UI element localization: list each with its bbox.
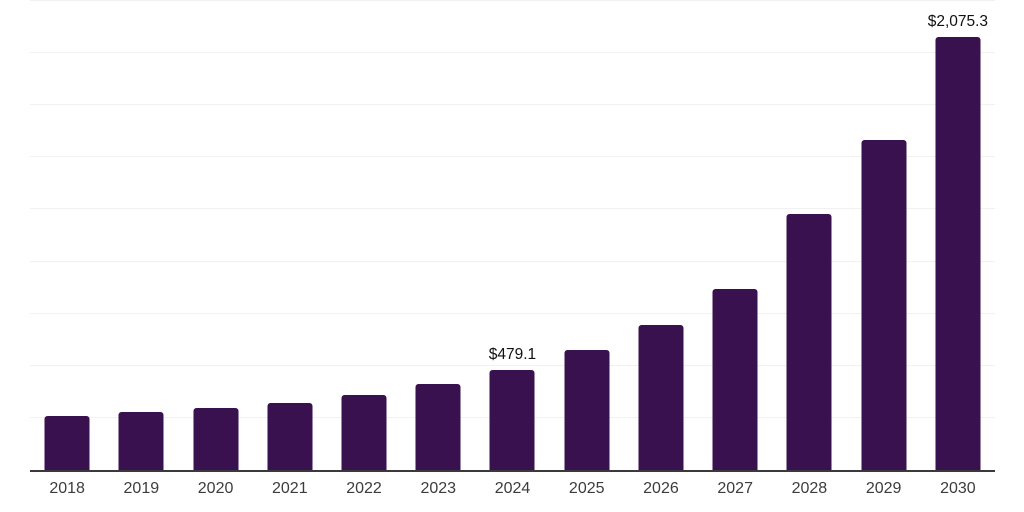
bar-group-2021 [253, 0, 327, 470]
bar-2020 [193, 408, 239, 470]
bar-2019 [118, 411, 164, 470]
gridline-1000 [30, 260, 995, 262]
x-tick-label-2026: 2026 [643, 480, 679, 497]
x-axis-line [30, 470, 995, 472]
bar-2025 [564, 349, 610, 470]
bar-value-label-2030: $2,075.3 [927, 13, 989, 31]
x-tick-label-2030: 2030 [940, 480, 976, 497]
x-tick-label-2021: 2021 [272, 480, 308, 497]
bar-2024 [489, 370, 535, 470]
x-tick-label-2022: 2022 [346, 480, 382, 497]
bar-group-2023 [401, 0, 475, 470]
x-tick-label-2020: 2020 [197, 480, 234, 497]
bar-2023 [415, 384, 461, 470]
x-tick-label-2029: 2029 [865, 480, 902, 497]
bar-group-2027 [698, 0, 772, 470]
bar-2030 [935, 37, 981, 470]
x-tick-label-2019: 2019 [123, 480, 160, 497]
x-tick-label-2025: 2025 [568, 480, 605, 497]
bar-2028 [786, 213, 832, 470]
bar-value-label-2024: $479.1 [488, 346, 537, 364]
gridline-750 [30, 312, 995, 314]
bar-group-2020 [178, 0, 252, 470]
bar-group-2024: $479.1 [475, 0, 549, 470]
x-tick-label-2024: 2024 [494, 480, 531, 497]
bar-group-2025 [550, 0, 624, 470]
bar-group-2022 [327, 0, 401, 470]
bar-2027 [712, 289, 758, 470]
bar-group-2026 [624, 0, 698, 470]
x-tick-label-2018: 2018 [49, 480, 85, 497]
bar-2018 [44, 415, 90, 470]
gridline-1500 [30, 156, 995, 158]
bar-group-2019 [104, 0, 178, 470]
gridline-2250 [30, 0, 995, 1]
bar-2026 [638, 324, 684, 470]
bar-2021 [267, 402, 313, 470]
bar-2029 [861, 139, 907, 470]
plot-area: $479.1 $2,075.3 [30, 0, 995, 470]
gridline-2000 [30, 52, 995, 54]
bar-group-2029 [847, 0, 921, 470]
gridline-1250 [30, 208, 995, 210]
bar-group-2030: $2,075.3 [921, 0, 995, 470]
x-axis-ticks: 2018 2019 2020 2021 2022 2023 2024 2025 2026 2027… [30, 480, 995, 504]
x-tick-label-2027: 2027 [717, 480, 753, 497]
bar-group-2028 [772, 0, 846, 470]
gridline-500 [30, 364, 995, 366]
bar-2022 [341, 395, 387, 470]
x-tick-label-2028: 2028 [791, 480, 828, 497]
gridline-1750 [30, 104, 995, 106]
x-tick-label-2023: 2023 [420, 480, 457, 497]
bar-group-2018 [30, 0, 104, 470]
